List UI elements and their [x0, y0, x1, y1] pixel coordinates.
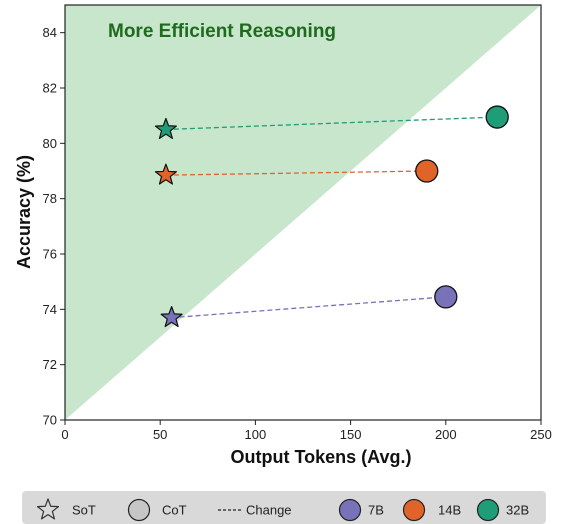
legend-label-change: Change — [246, 503, 292, 518]
legend: SoT CoT Change 7B 14B 32B — [22, 491, 546, 524]
y-tick-label: 80 — [43, 136, 57, 151]
y-tick-label: 84 — [43, 25, 57, 40]
x-tick-label: 50 — [153, 427, 167, 442]
legend-marker-cot — [127, 498, 151, 522]
legend-marker-32b — [476, 498, 500, 522]
data-marks — [154, 105, 509, 328]
y-tick-label: 76 — [43, 247, 57, 262]
sot-point-7b — [160, 306, 183, 328]
efficient-region — [65, 5, 541, 420]
legend-label-14b: 14B — [438, 503, 461, 518]
legend-items: SoT CoT Change 7B 14B 32B — [36, 498, 529, 522]
cot-point-7b — [434, 285, 458, 309]
x-axis-title: Output Tokens (Avg.) — [231, 447, 412, 467]
x-axis: 0 50 100 150 200 250 — [61, 420, 552, 442]
legend-marker-7b — [338, 498, 362, 522]
cot-point-14b — [415, 159, 439, 183]
sot-point-32b — [154, 117, 177, 139]
x-tick-label: 200 — [435, 427, 457, 442]
legend-label-32b: 32B — [506, 503, 529, 518]
legend-marker-sot — [36, 498, 60, 520]
change-line-7b — [171, 296, 446, 319]
x-tick-label: 0 — [61, 427, 68, 442]
x-tick-label: 100 — [245, 427, 267, 442]
change-line-32b — [165, 116, 498, 131]
y-tick-label: 74 — [43, 302, 57, 317]
y-tick-label: 82 — [43, 81, 57, 96]
y-tick-label: 78 — [43, 191, 57, 206]
legend-label-sot: SoT — [72, 503, 96, 518]
y-tick-label: 70 — [43, 413, 57, 428]
y-axis-title: Accuracy (%) — [14, 155, 34, 269]
y-axis: 70 72 74 76 78 80 82 84 — [43, 25, 65, 428]
x-tick-label: 250 — [530, 427, 552, 442]
plot-area: More Efficient Reasoning — [64, 4, 542, 421]
legend-label-7b: 7B — [368, 503, 384, 518]
sot-point-14b — [154, 163, 177, 185]
legend-marker-14b — [402, 498, 426, 522]
x-tick-label: 150 — [340, 427, 362, 442]
change-line-14b — [165, 170, 427, 176]
legend-label-cot: CoT — [162, 503, 187, 518]
cot-point-32b — [485, 105, 509, 129]
y-tick-label: 72 — [43, 357, 57, 372]
region-annotation: More Efficient Reasoning — [108, 21, 336, 42]
plot-frame — [64, 4, 542, 421]
